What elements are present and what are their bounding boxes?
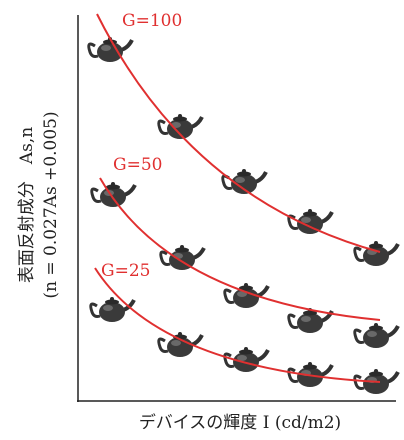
curve — [94, 267, 381, 383]
x-axis-label: デバイスの輝度 I (cd/m2) — [139, 412, 341, 433]
curve — [99, 177, 381, 321]
teapots — [86, 35, 400, 396]
curve — [96, 13, 381, 253]
curve-label: G=100 — [122, 11, 182, 31]
y-axis-label: 表面反射成分 As,n — [17, 127, 37, 283]
curve-label: G=50 — [113, 155, 162, 175]
curve-label: G=25 — [101, 261, 150, 281]
y-axis-sublabel: (n = 0.027As +0.005) — [41, 111, 61, 298]
